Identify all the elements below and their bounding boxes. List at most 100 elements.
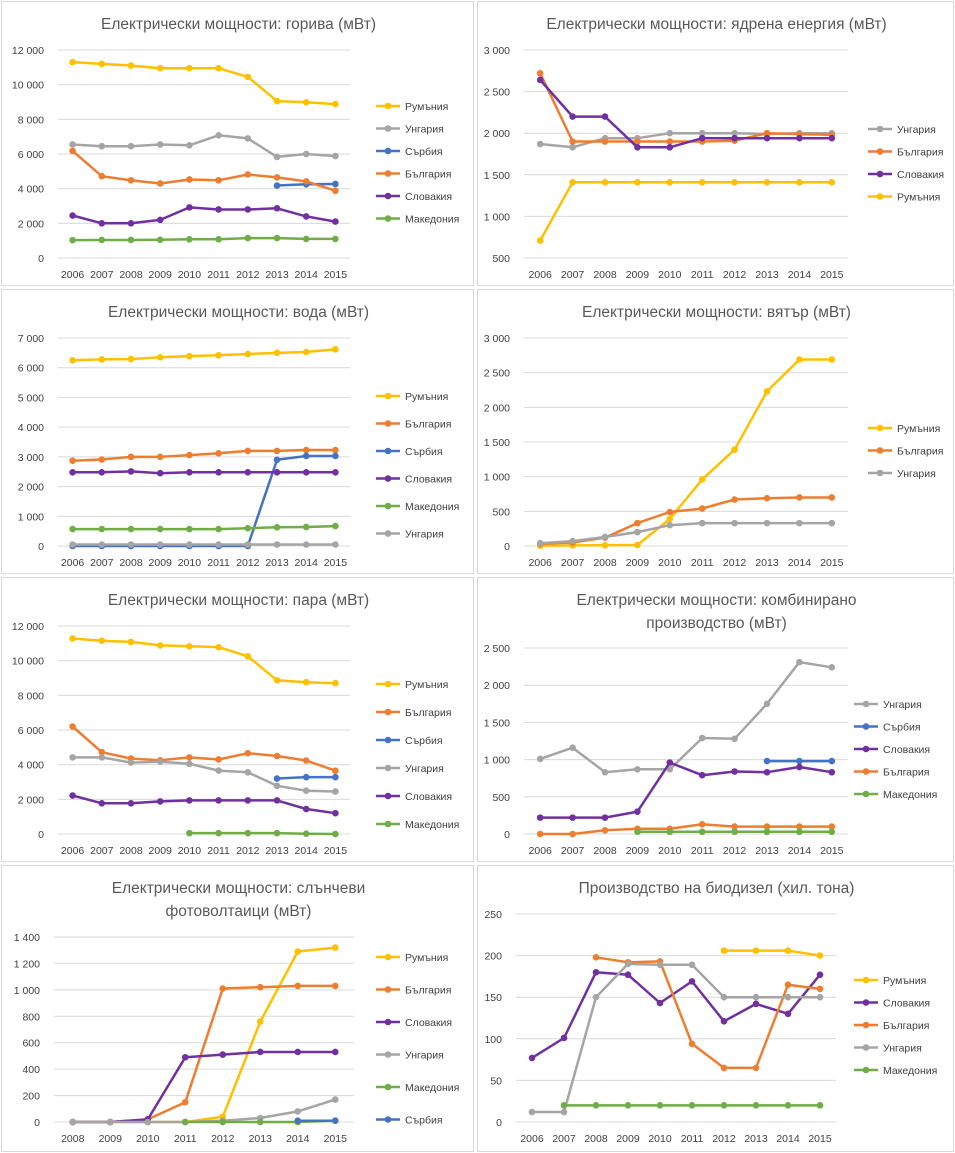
series-line-bulgaria bbox=[71, 448, 337, 462]
data-point-macedonia bbox=[302, 830, 310, 837]
data-point-bulgaria bbox=[731, 823, 738, 830]
data-point-romania bbox=[698, 476, 706, 483]
data-point-slovakia bbox=[536, 814, 544, 821]
chart-svg: Електрически мощности: пара (мВт) 0 2 000 4… bbox=[12, 592, 459, 857]
legend-label-slovakia: Словакия bbox=[405, 791, 452, 803]
legend-marker-macedonia bbox=[862, 790, 870, 798]
data-point-macedonia bbox=[273, 829, 281, 837]
y-tick-label: 1 200 bbox=[14, 958, 40, 970]
data-point-romania bbox=[69, 635, 76, 642]
data-point-slovakia bbox=[127, 800, 135, 807]
x-tick-label: 2010 bbox=[178, 269, 202, 281]
x-tick-label: 2010 bbox=[178, 557, 202, 569]
data-point-macedonia bbox=[332, 235, 339, 243]
data-point-bulgaria bbox=[784, 981, 792, 989]
x-tick-label: 2011 bbox=[207, 269, 230, 281]
y-tick-label: 10 000 bbox=[12, 656, 44, 668]
data-point-bulgaria bbox=[69, 457, 76, 465]
series-line-macedonia bbox=[71, 524, 337, 531]
data-point-macedonia bbox=[656, 1102, 664, 1109]
data-point-serbia bbox=[332, 180, 339, 188]
data-point-romania bbox=[816, 952, 824, 959]
data-point-hungary bbox=[560, 1108, 568, 1116]
data-point-slovakia bbox=[127, 220, 135, 227]
legend-label-hungary: Унгария bbox=[883, 699, 922, 711]
data-point-bulgaria bbox=[688, 1040, 696, 1048]
y-tick-label: 2 000 bbox=[484, 128, 510, 140]
series-line-slovakia bbox=[538, 78, 834, 149]
x-tick-label: 2010 bbox=[136, 1133, 160, 1145]
data-point-hungary bbox=[144, 1118, 152, 1126]
data-point-serbia bbox=[331, 1117, 339, 1124]
x-tick-label: 2015 bbox=[808, 1133, 832, 1145]
data-point-slovakia bbox=[127, 468, 135, 475]
y-tick-label: 4 000 bbox=[18, 760, 44, 772]
data-point-hungary bbox=[69, 141, 76, 148]
data-point-hungary bbox=[828, 519, 836, 527]
series-line-bulgaria bbox=[538, 72, 834, 143]
data-point-bulgaria bbox=[244, 171, 252, 178]
legend-marker-bulgaria bbox=[862, 768, 870, 775]
data-point-hungary bbox=[731, 735, 738, 743]
data-point-macedonia bbox=[215, 829, 222, 837]
data-point-bulgaria bbox=[186, 451, 193, 459]
x-tick-label: 2008 bbox=[584, 1133, 608, 1145]
data-point-bulgaria bbox=[698, 505, 706, 512]
y-tick-label: 12 000 bbox=[12, 45, 44, 57]
y-tick-label: 800 bbox=[22, 1011, 40, 1023]
data-point-romania bbox=[698, 178, 706, 186]
x-tick-label: 2009 bbox=[626, 269, 650, 281]
x-tick-label: 2008 bbox=[119, 845, 143, 857]
data-point-bulgaria bbox=[634, 138, 641, 145]
data-point-romania bbox=[763, 178, 771, 186]
data-point-slovakia bbox=[273, 797, 281, 804]
y-tick-label: 150 bbox=[484, 992, 502, 1004]
series-line-slovakia bbox=[71, 794, 337, 815]
chart-panel-hydro: Електрически мощности: вода (мВт) 0 1 000 2… bbox=[1, 289, 474, 574]
y-tick-label: 1 500 bbox=[484, 717, 510, 729]
x-tick-label: 2013 bbox=[755, 845, 779, 857]
data-point-hungary bbox=[127, 759, 135, 766]
data-point-bulgaria bbox=[69, 723, 76, 730]
data-point-slovakia bbox=[752, 1000, 760, 1008]
y-tick-label: 0 bbox=[34, 1117, 40, 1129]
chart-panel-cogeneration: Електрически мощности: комбинирано произв… bbox=[477, 577, 954, 862]
x-tick-label: 2007 bbox=[561, 845, 585, 857]
series-line-romania bbox=[71, 348, 337, 362]
data-point-hungary bbox=[302, 150, 310, 158]
data-point-slovakia bbox=[98, 800, 106, 807]
data-point-slovakia bbox=[592, 968, 600, 976]
data-point-slovakia bbox=[666, 759, 674, 766]
series-line-bulgaria bbox=[538, 496, 834, 546]
data-point-romania bbox=[244, 350, 252, 358]
y-tick-label: 1 000 bbox=[484, 755, 510, 767]
data-point-romania bbox=[731, 446, 738, 453]
y-tick-label: 3 000 bbox=[484, 333, 510, 345]
data-point-hungary bbox=[69, 1118, 77, 1126]
x-tick-label: 2008 bbox=[593, 845, 617, 857]
data-point-bulgaria bbox=[186, 754, 193, 761]
x-tick-label: 2006 bbox=[529, 557, 553, 569]
y-tick-label: 1 400 bbox=[14, 932, 40, 944]
data-point-bulgaria bbox=[244, 749, 252, 757]
data-point-slovakia bbox=[69, 212, 76, 219]
x-tick-label: 2009 bbox=[149, 845, 173, 857]
data-point-macedonia bbox=[186, 525, 193, 533]
data-point-serbia bbox=[763, 757, 771, 765]
x-tick-label: 2006 bbox=[529, 269, 553, 281]
data-point-bulgaria bbox=[69, 147, 76, 155]
series-line-bulgaria bbox=[538, 823, 834, 836]
legend-marker-bulgaria bbox=[384, 420, 392, 427]
x-tick-label: 2013 bbox=[744, 1133, 768, 1145]
legend-label-bulgaria: България bbox=[405, 169, 451, 181]
legend-label-romania: Румъния bbox=[883, 975, 926, 987]
legend-label-romania: Румъния bbox=[897, 192, 940, 204]
data-point-hungary bbox=[331, 1096, 339, 1103]
legend-label-romania: Румъния bbox=[405, 679, 448, 691]
legend-label-slovakia: Словакия bbox=[897, 169, 944, 181]
series-line-bulgaria bbox=[71, 149, 337, 192]
data-point-macedonia bbox=[186, 829, 193, 837]
data-point-hungary bbox=[127, 142, 135, 150]
legend-marker-bulgaria bbox=[876, 148, 884, 155]
data-point-romania bbox=[98, 60, 106, 68]
